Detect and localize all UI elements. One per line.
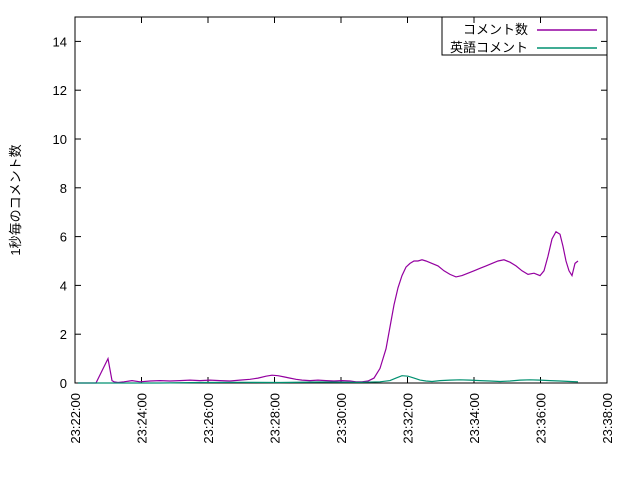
- y-tick-label: 10: [53, 132, 67, 147]
- x-tick-label: 23:32:00: [401, 393, 416, 444]
- y-tick-label: 2: [60, 327, 67, 342]
- x-tick-label: 23:26:00: [201, 393, 216, 444]
- series-line-2: [78, 375, 579, 384]
- plot-border: [74, 16, 608, 384]
- x-tick-label: 23:38:00: [600, 393, 615, 444]
- y-tick-label: 0: [60, 376, 67, 391]
- x-tick-label: 23:22:00: [68, 393, 83, 444]
- legend-label-2: 英語コメント: [450, 40, 528, 55]
- y-tick-label: 8: [60, 181, 67, 196]
- data-series-group: [78, 230, 579, 384]
- y-axis-ticks: 0 2 4 6 8 10 12 14: [53, 34, 607, 391]
- y-tick-label: 14: [53, 34, 67, 49]
- y-tick-label: 4: [60, 278, 67, 293]
- y-axis-title: 1秒毎のコメント数: [8, 144, 23, 255]
- plot-frame: [74, 16, 608, 384]
- y-axis-title-text: 1秒毎のコメント数: [8, 144, 23, 255]
- x-axis-ticks: 23:22:00 23:24:00 23:26:00 23:28:00 23:30:00…: [68, 17, 615, 444]
- legend-border: [441, 16, 608, 56]
- y-tick-label: 12: [53, 83, 67, 98]
- x-tick-label: 23:30:00: [334, 393, 349, 444]
- y-tick-label: 6: [60, 230, 67, 245]
- series-line-1: [78, 230, 579, 384]
- x-tick-label: 23:28:00: [268, 393, 283, 444]
- x-tick-label: 23:34:00: [467, 393, 482, 444]
- x-tick-label: 23:24:00: [135, 393, 150, 444]
- legend-label-1: コメント数: [463, 22, 528, 37]
- x-tick-label: 23:36:00: [534, 393, 549, 444]
